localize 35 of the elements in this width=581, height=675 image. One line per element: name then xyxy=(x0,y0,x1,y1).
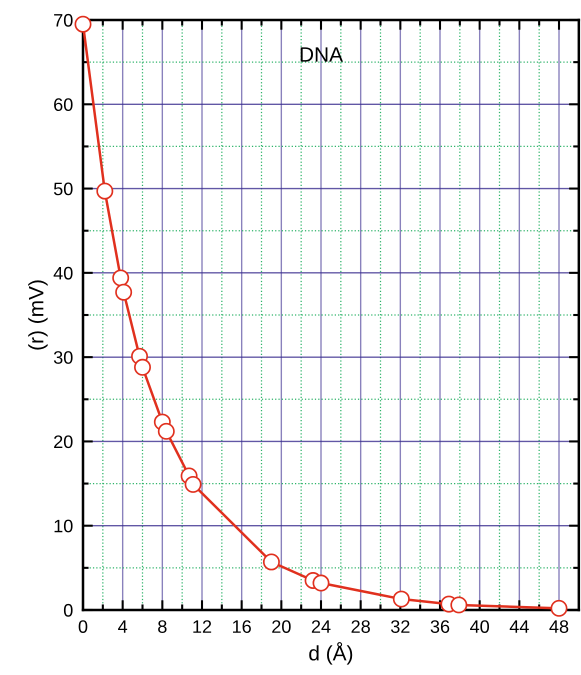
point xyxy=(262,553,280,570)
x-tick-label: 20 xyxy=(272,620,291,633)
point xyxy=(312,574,330,592)
x-tick-label: 48 xyxy=(549,620,568,633)
x-tick-label: 4 xyxy=(118,620,128,633)
x-axis-title: d (Å) xyxy=(309,642,352,665)
point xyxy=(450,596,468,614)
y-tick-label: 70 xyxy=(54,14,73,27)
x-tick-label: 40 xyxy=(470,620,490,633)
x-tick-label: 12 xyxy=(193,620,212,633)
y-tick-label: 50 xyxy=(54,182,73,196)
x-tick-label: 28 xyxy=(352,620,370,633)
x-tick-label: 44 xyxy=(510,620,529,633)
y-tick-label: 10 xyxy=(54,520,73,532)
x-tick-label: 0 xyxy=(78,620,88,633)
point xyxy=(550,600,568,617)
point xyxy=(96,182,114,200)
point xyxy=(134,358,151,376)
point xyxy=(112,269,130,286)
point xyxy=(392,590,410,608)
x-tick-label: 8 xyxy=(158,620,167,633)
y-tick-label: 30 xyxy=(54,351,73,364)
y-tick-label: 60 xyxy=(54,98,73,112)
y-tick-label: 0 xyxy=(64,604,73,617)
point xyxy=(158,422,175,440)
x-tick-label: 32 xyxy=(390,620,410,633)
x-tick-label: 16 xyxy=(233,620,251,633)
point xyxy=(115,284,132,301)
y-axis-title: (r) (mV) xyxy=(28,280,48,350)
y-tick-label: 20 xyxy=(54,435,73,448)
x-tick-label: 36 xyxy=(430,620,450,633)
x-tick-label: 24 xyxy=(312,620,331,633)
y-tick-label: 40 xyxy=(54,266,73,280)
point xyxy=(184,476,202,493)
text: DNA xyxy=(300,47,343,62)
